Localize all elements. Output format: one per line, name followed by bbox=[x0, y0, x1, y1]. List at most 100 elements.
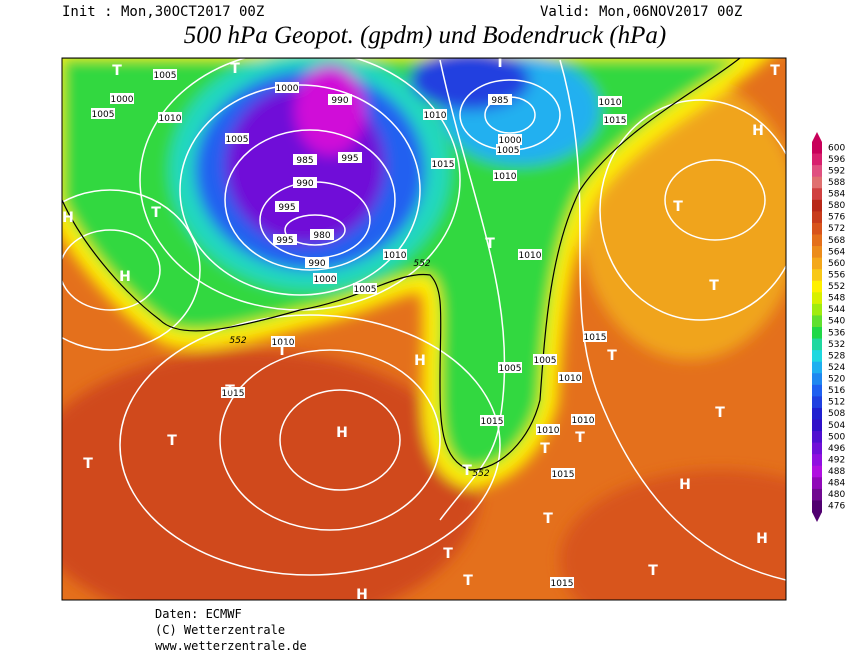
contour-label: 552 bbox=[472, 469, 489, 479]
pressure-center: T bbox=[112, 63, 122, 79]
pressure-label-box bbox=[328, 94, 352, 105]
colorbar-cell bbox=[812, 165, 822, 178]
pressure-label-box bbox=[536, 424, 560, 435]
pressure-label: 1010 bbox=[599, 98, 622, 108]
colorbar-cap bbox=[812, 512, 822, 522]
colorbar-label: 592 bbox=[828, 166, 845, 176]
pressure-label: 985 bbox=[491, 96, 508, 106]
pressure-center: T bbox=[575, 430, 585, 446]
valid-time: Valid: Mon,06NOV2017 00Z bbox=[540, 4, 742, 20]
pressure-label-box bbox=[110, 93, 134, 104]
pressure-center: H bbox=[756, 531, 768, 547]
colorbar-cell bbox=[812, 327, 822, 340]
colorbar-cell bbox=[812, 188, 822, 201]
pressure-center: H bbox=[119, 269, 131, 285]
pressure-label-box bbox=[498, 134, 522, 145]
colorbar-label: 552 bbox=[828, 282, 845, 292]
pressure-label-box bbox=[583, 331, 607, 342]
colorbar-cell bbox=[812, 419, 822, 432]
pressure-label-box bbox=[498, 362, 522, 373]
pressure-label: 1015 bbox=[481, 417, 504, 427]
colorbar-cell bbox=[812, 153, 822, 166]
pressure-label: 1005 bbox=[226, 135, 249, 145]
pressure-label-box bbox=[153, 69, 177, 80]
pressure-label-box bbox=[493, 170, 517, 181]
pressure-center: T bbox=[540, 441, 550, 457]
pressure-center: T bbox=[709, 278, 719, 294]
pressure-label: 1010 bbox=[272, 338, 295, 348]
colorbar-label: 588 bbox=[828, 178, 845, 188]
pressure-label-box bbox=[273, 234, 297, 245]
pressure-label-box bbox=[598, 96, 622, 107]
colorbar-label: 544 bbox=[828, 305, 845, 315]
map-frame bbox=[61, 57, 787, 601]
colorbar-cell bbox=[812, 396, 822, 409]
pressure-label: 1010 bbox=[424, 111, 447, 121]
pressure-label: 1015 bbox=[584, 333, 607, 343]
footer-line: Daten: ECMWF bbox=[155, 607, 242, 621]
colorbar-label: 484 bbox=[828, 479, 845, 489]
pressure-label-box bbox=[571, 414, 595, 425]
colorbar-cell bbox=[812, 292, 822, 305]
pressure-label-box bbox=[221, 387, 245, 398]
pressure-center: T bbox=[462, 463, 472, 479]
colorbar-label: 596 bbox=[828, 155, 845, 165]
contour-label: 552 bbox=[229, 336, 246, 346]
footer-line: www.wetterzentrale.de bbox=[155, 639, 307, 653]
colorbar-label: 476 bbox=[828, 502, 845, 512]
pressure-label-box bbox=[91, 108, 115, 119]
colorbar-cell bbox=[812, 246, 822, 259]
colorbar-cell bbox=[812, 442, 822, 455]
colorbar-cell bbox=[812, 315, 822, 328]
pressure-label: 1015 bbox=[604, 116, 627, 126]
pressure-label: 990 bbox=[296, 179, 313, 189]
pressure-center: T bbox=[607, 348, 617, 364]
colorbar-label: 560 bbox=[828, 259, 845, 269]
colorbar-label: 488 bbox=[828, 467, 845, 477]
pressure-label: 995 bbox=[341, 154, 358, 164]
pressure-center: T bbox=[715, 405, 725, 421]
pressure-label-box bbox=[338, 152, 362, 163]
colorbar-label: 492 bbox=[828, 455, 845, 465]
colorbar-label: 480 bbox=[828, 490, 845, 500]
low-magenta bbox=[295, 65, 365, 155]
colorbar-cell bbox=[812, 350, 822, 363]
colorbar-cell bbox=[812, 488, 822, 501]
pressure-label: 1015 bbox=[432, 160, 455, 170]
colorbar-label: 572 bbox=[828, 224, 845, 234]
colorbar-cell bbox=[812, 407, 822, 420]
pressure-center: H bbox=[336, 425, 348, 441]
pressure-label-box bbox=[225, 133, 249, 144]
pressure-label: 1010 bbox=[559, 374, 582, 384]
pressure-center: T bbox=[443, 546, 453, 562]
pressure-label: 1005 bbox=[499, 364, 522, 374]
pressure-label-box bbox=[275, 82, 299, 93]
colorbar-cell bbox=[812, 280, 822, 293]
pressure-label: 1000 bbox=[276, 84, 299, 94]
pressure-label: 1005 bbox=[534, 356, 557, 366]
pressure-center: T bbox=[770, 63, 780, 79]
colorbar-cell bbox=[812, 176, 822, 189]
pressure-label-box bbox=[480, 415, 504, 426]
pressure-label: 1010 bbox=[519, 251, 542, 261]
colorbar-label: 516 bbox=[828, 386, 845, 396]
pressure-center: T bbox=[543, 511, 553, 527]
colorbar-cap bbox=[812, 132, 822, 142]
pressure-label: 995 bbox=[276, 236, 293, 246]
colorbar-cell bbox=[812, 257, 822, 270]
pressure-label-box bbox=[353, 283, 377, 294]
pressure-label-box bbox=[558, 372, 582, 383]
pressure-label: 1000 bbox=[499, 136, 522, 146]
colorbar-cell bbox=[812, 338, 822, 351]
pressure-label-box bbox=[293, 177, 317, 188]
pressure-label-box bbox=[275, 201, 299, 212]
pressure-label-box bbox=[533, 354, 557, 365]
pressure-label: 1010 bbox=[384, 251, 407, 261]
se-red bbox=[560, 470, 786, 600]
colorbar-cell bbox=[812, 361, 822, 374]
pressure-label: 995 bbox=[278, 203, 295, 213]
colorbar-label: 556 bbox=[828, 270, 845, 280]
pressure-label: 990 bbox=[331, 96, 348, 106]
